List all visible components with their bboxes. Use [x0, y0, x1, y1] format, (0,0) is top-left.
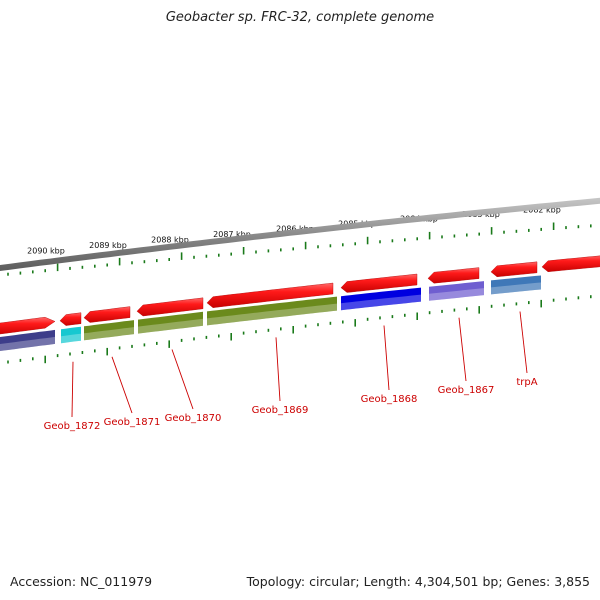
- genome-title: Geobacter sp. FRC-32, complete genome: [165, 10, 435, 25]
- cog-block: [341, 287, 421, 311]
- cog-block-shade: [491, 282, 541, 295]
- cog-block-shade: [0, 336, 55, 351]
- cog-track: [0, 275, 541, 351]
- cog-block: [138, 311, 203, 334]
- scale-label: 2090 kbp: [27, 247, 65, 256]
- scale-label: 2087 kbp: [213, 230, 251, 239]
- topology-info: Topology: circular; Length: 4,304,501 bp…: [246, 574, 590, 589]
- backbone-ring: [0, 197, 600, 271]
- gene-label: Geob_1870: [165, 413, 222, 424]
- forward-gene-arrow: [427, 267, 480, 284]
- cog-block-shade: [341, 294, 421, 311]
- scale-label: 2082 kbp: [523, 205, 561, 214]
- cog-block: [429, 281, 484, 301]
- gene-labels: Geob_1872 Geob_1871 Geob_1870 Geob_1869 Geob…: [44, 311, 538, 432]
- gene-label: Geob_1869: [252, 405, 309, 416]
- gene-label-leader: [458, 317, 467, 382]
- forward-gene-arrow: [206, 282, 334, 308]
- inner-scale-ticks: [7, 295, 592, 364]
- gene-label: trpA: [516, 377, 537, 388]
- cog-block-shade: [61, 333, 81, 344]
- gene-label: Geob_1868: [361, 394, 418, 405]
- scale-label: 2089 kbp: [89, 241, 127, 250]
- forward-gene-arrow: [136, 297, 204, 317]
- forward-strand-genes: [0, 255, 600, 335]
- outer-scale-ticks: [7, 222, 592, 276]
- scale-label: 2086 kbp: [276, 225, 314, 234]
- forward-gene-arrow: [541, 255, 600, 273]
- cog-block-shade: [84, 327, 134, 341]
- gene-label-leader: [383, 325, 390, 391]
- gene-label-leader: [275, 337, 281, 402]
- gene-label-leader: [71, 361, 74, 418]
- accession-info: Accession: NC_011979: [10, 574, 153, 589]
- cog-block: [0, 329, 55, 351]
- cog-block-shade: [138, 318, 203, 334]
- forward-gene-arrow: [490, 261, 538, 278]
- cog-block: [84, 320, 134, 341]
- forward-gene-arrow: [340, 273, 418, 293]
- forward-gene-arrow: [0, 316, 56, 335]
- cog-block-shade: [429, 288, 484, 301]
- cog-block-shade: [207, 303, 337, 326]
- gene-label-leader: [519, 311, 528, 374]
- cog-block: [491, 275, 541, 295]
- cog-block: [61, 326, 81, 344]
- gene-label: Geob_1872: [44, 421, 101, 432]
- forward-gene-arrow: [83, 306, 131, 323]
- forward-gene-arrow: [59, 312, 82, 326]
- scale-label: 2088 kbp: [151, 235, 189, 244]
- gene-label: Geob_1871: [104, 417, 161, 428]
- gene-label: Geob_1867: [438, 385, 495, 396]
- gene-label-leader: [111, 356, 133, 414]
- cog-block: [207, 296, 337, 326]
- gene-label-leader: [171, 349, 194, 410]
- genome-backbone: [0, 197, 600, 271]
